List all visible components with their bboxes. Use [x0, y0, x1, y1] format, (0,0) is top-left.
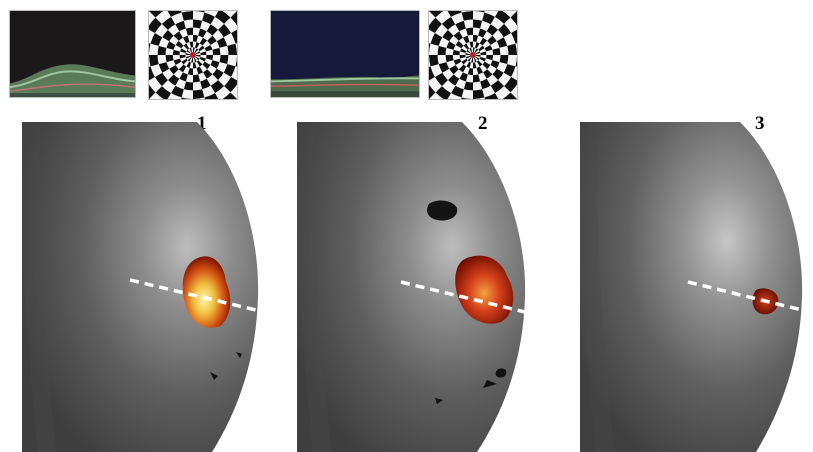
retina-map-panel-2 — [297, 122, 537, 452]
oct-scan-1-thumbnail — [9, 10, 136, 98]
retina-map-panel-3 — [580, 122, 813, 452]
checkerboard-stimulus-1 — [148, 10, 238, 100]
oct-scan-2-thumbnail — [270, 10, 420, 98]
checkerboard-stimulus-2 — [428, 10, 518, 100]
retina-map-panel-1 — [22, 122, 272, 452]
